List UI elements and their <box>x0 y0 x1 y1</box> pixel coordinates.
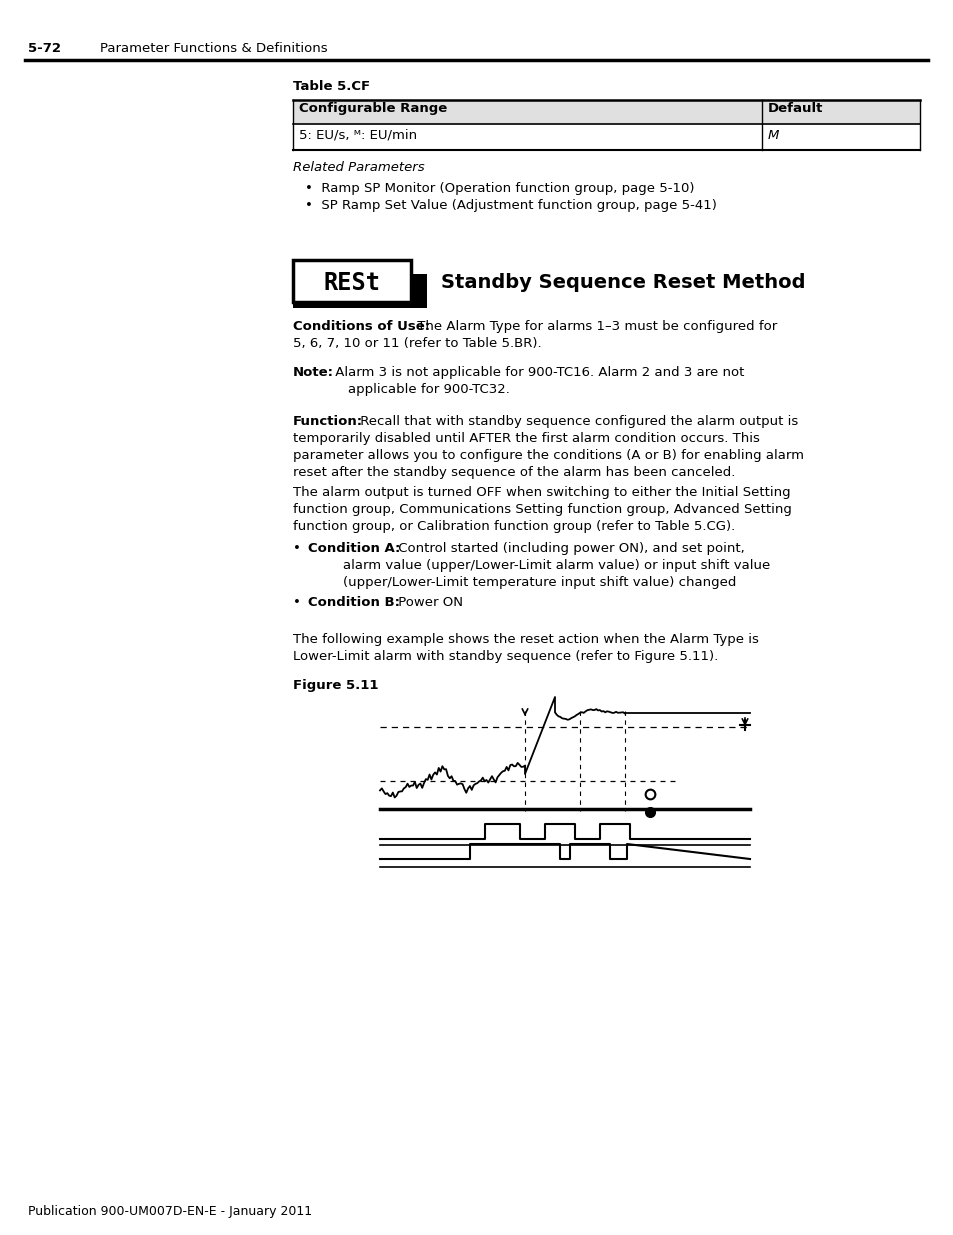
Text: Configurable Range: Configurable Range <box>298 103 447 115</box>
Text: 5: EU/s, ᴹ: EU/min: 5: EU/s, ᴹ: EU/min <box>298 128 416 142</box>
Text: •: • <box>293 597 300 609</box>
Bar <box>411 274 427 303</box>
Text: Standby Sequence Reset Method: Standby Sequence Reset Method <box>440 273 804 293</box>
Text: parameter allows you to configure the conditions (A or B) for enabling alarm: parameter allows you to configure the co… <box>293 450 803 462</box>
Text: temporarily disabled until AFTER the first alarm condition occurs. This: temporarily disabled until AFTER the fir… <box>293 432 760 445</box>
Text: alarm value (upper/Lower-Limit alarm value) or input shift value: alarm value (upper/Lower-Limit alarm val… <box>343 559 769 572</box>
Text: Publication 900-UM007D-EN-E - January 2011: Publication 900-UM007D-EN-E - January 20… <box>28 1205 312 1218</box>
Text: function group, Communications Setting function group, Advanced Setting: function group, Communications Setting f… <box>293 503 791 516</box>
Text: The following example shows the reset action when the Alarm Type is: The following example shows the reset ac… <box>293 634 758 646</box>
Text: Alarm 3 is not applicable for 900-TC16. Alarm 2 and 3 are not: Alarm 3 is not applicable for 900-TC16. … <box>331 366 743 379</box>
Text: Recall that with standby sequence configured the alarm output is: Recall that with standby sequence config… <box>355 415 798 429</box>
Text: 5, 6, 7, 10 or 11 (refer to Table 5.BR).: 5, 6, 7, 10 or 11 (refer to Table 5.BR). <box>293 337 541 350</box>
Text: function group, or Calibration function group (refer to Table 5.CG).: function group, or Calibration function … <box>293 520 735 534</box>
Text: Note:: Note: <box>293 366 334 379</box>
Bar <box>293 303 427 308</box>
Text: 5-72: 5-72 <box>28 42 61 56</box>
Text: Conditions of Use:: Conditions of Use: <box>293 320 430 333</box>
Text: •: • <box>293 542 300 555</box>
Text: reset after the standby sequence of the alarm has been canceled.: reset after the standby sequence of the … <box>293 466 735 479</box>
Text: Condition B:: Condition B: <box>308 597 399 609</box>
Text: •  SP Ramp Set Value (Adjustment function group, page 5-41): • SP Ramp Set Value (Adjustment function… <box>305 199 716 212</box>
Text: The Alarm Type for alarms 1–3 must be configured for: The Alarm Type for alarms 1–3 must be co… <box>413 320 777 333</box>
Text: Function:: Function: <box>293 415 363 429</box>
Text: Control started (including power ON), and set point,: Control started (including power ON), an… <box>394 542 744 555</box>
Bar <box>293 100 919 124</box>
Text: Table 5.CF: Table 5.CF <box>293 80 370 93</box>
Text: Condition A:: Condition A: <box>308 542 400 555</box>
Text: •  Ramp SP Monitor (Operation function group, page 5-10): • Ramp SP Monitor (Operation function gr… <box>305 182 694 195</box>
Text: (upper/Lower-Limit temperature input shift value) changed: (upper/Lower-Limit temperature input shi… <box>343 576 736 589</box>
Text: The alarm output is turned OFF when switching to either the Initial Setting: The alarm output is turned OFF when swit… <box>293 487 790 499</box>
Text: Related Parameters: Related Parameters <box>293 161 424 174</box>
Text: Lower-Limit alarm with standby sequence (refer to Figure 5.11).: Lower-Limit alarm with standby sequence … <box>293 650 718 663</box>
Text: applicable for 900-TC32.: applicable for 900-TC32. <box>348 383 509 396</box>
Text: Default: Default <box>767 103 822 115</box>
Text: RESt: RESt <box>323 270 380 295</box>
Text: M: M <box>767 128 779 142</box>
Text: Figure 5.11: Figure 5.11 <box>293 679 378 692</box>
Bar <box>293 261 411 303</box>
Text: Parameter Functions & Definitions: Parameter Functions & Definitions <box>100 42 327 56</box>
Text: Power ON: Power ON <box>394 597 462 609</box>
